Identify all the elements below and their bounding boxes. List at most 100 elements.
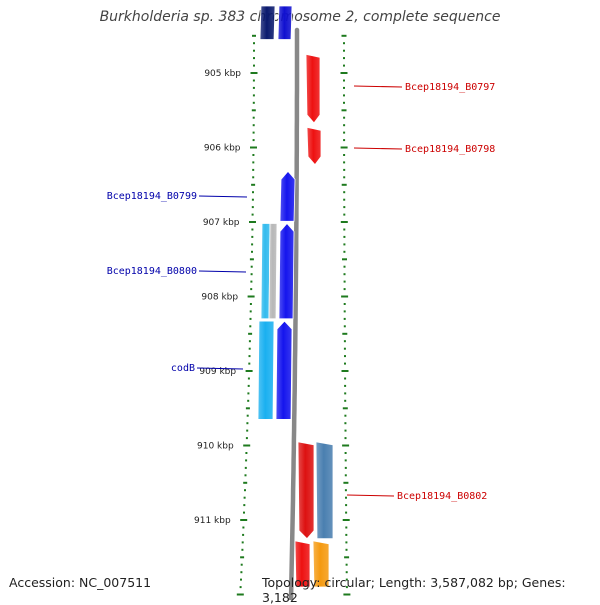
ruler-tick-left	[249, 221, 256, 223]
ruler-tick-left	[252, 139, 255, 142]
gene-label-b0802[interactable]: Bcep18194_B0802	[397, 491, 487, 502]
gene-top-b[interactable]	[277, 5, 293, 40]
ruler-tick-right	[344, 422, 347, 425]
gene-bot-red[interactable]	[294, 540, 311, 588]
ruler-tick-right	[344, 414, 347, 417]
ruler-tick-label: 906 kbp	[204, 144, 241, 154]
ruler-tick-left	[251, 250, 253, 253]
gene-b0800[interactable]	[278, 222, 295, 320]
gene-codb[interactable]	[275, 320, 293, 420]
gene-label-leader	[353, 85, 403, 88]
ruler-tick-right	[345, 578, 348, 581]
ruler-tick-right	[345, 571, 348, 574]
ruler-tick-left	[240, 571, 243, 574]
ruler-tick-left	[252, 191, 254, 194]
ruler-tick-right	[344, 392, 347, 395]
gene-label-b0797[interactable]: Bcep18194_B0797	[405, 82, 495, 93]
ruler-tick-right	[341, 295, 349, 298]
gene-bot-orange[interactable]	[312, 540, 330, 588]
ruler-tick-right	[343, 243, 346, 246]
ruler-tick-left	[247, 377, 250, 380]
gene-b0799[interactable]	[279, 170, 296, 222]
ruler-tick-label: 905 kbp	[204, 69, 241, 79]
ruler-tick-right	[343, 325, 346, 328]
ruler-tick-right	[340, 72, 348, 74]
gene-label-b0798[interactable]: Bcep18194_B0798	[405, 144, 495, 155]
ruler-tick-left	[241, 548, 244, 551]
map-title: Burkholderia sp. 383 chromosome 2, compl…	[99, 9, 501, 25]
ruler-tick-right	[343, 317, 346, 320]
ruler-tick-right	[341, 183, 347, 186]
ruler-tick-left	[236, 593, 244, 596]
gene-label-b0799[interactable]: Bcep18194_B0799	[107, 191, 197, 202]
ruler-tick-left	[247, 399, 250, 402]
ruler-tick-left	[251, 206, 254, 209]
gene-top-a[interactable]	[259, 5, 276, 40]
ruler-tick-left	[242, 533, 245, 536]
ruler-tick-right	[345, 563, 348, 566]
gene-label-b0800[interactable]: Bcep18194_B0800	[107, 266, 197, 277]
ruler-tick-left	[252, 116, 255, 119]
ruler-tick-left	[247, 392, 250, 395]
ruler-tick-left	[246, 414, 249, 417]
ruler-tick-right	[344, 384, 347, 387]
gene-b0800-lb[interactable]	[260, 223, 271, 320]
ruler-tick-right	[345, 511, 348, 514]
ruler-tick-right	[344, 355, 346, 358]
ruler-tick-right	[343, 94, 345, 97]
ruler-tick-left	[248, 355, 251, 358]
gene-label-codb[interactable]: codB	[171, 363, 195, 374]
ruler-tick-left	[248, 340, 251, 343]
ruler-tick-left	[245, 370, 253, 372]
ruler-tick-left	[245, 452, 248, 454]
gene-b0797[interactable]	[305, 53, 321, 124]
ruler-tick-left	[243, 504, 246, 507]
ruler-tick-right	[343, 57, 345, 60]
ruler-tick-right	[343, 347, 346, 350]
ruler-tick-right	[345, 496, 347, 499]
gene-label-leader	[198, 195, 248, 198]
ruler-tick-left	[252, 124, 255, 127]
gene-label-leader	[198, 270, 247, 273]
gene-b0801[interactable]	[297, 441, 315, 540]
gene-codb-lb[interactable]	[257, 320, 275, 420]
ruler-tick-left	[246, 422, 249, 425]
ruler-tick-left	[243, 511, 245, 514]
gene-b0802[interactable]	[315, 441, 334, 539]
ruler-labels: 905 kbp 906 kbp 907 kbp 908 kbp 909 kbp 910 k…	[194, 69, 241, 526]
ruler-tick-left	[252, 161, 255, 164]
ruler-tick-right	[340, 146, 348, 149]
ruler-tick-right	[343, 42, 345, 45]
ruler-tick-right	[343, 481, 349, 484]
ruler-tick-left	[240, 519, 248, 521]
ruler-tick-right	[341, 370, 349, 372]
ruler-tick-left	[253, 42, 255, 45]
ruler-tick-right	[344, 429, 347, 432]
gene-labels[interactable]: Bcep18194_B0797 Bcep18194_B0798 Bcep18194_…	[107, 82, 496, 502]
ruler-tick-right	[342, 444, 350, 447]
ruler-tick-left	[253, 57, 255, 60]
ruler-tick-left	[249, 258, 254, 261]
gene-b0800-gray[interactable]	[268, 223, 278, 320]
ruler-tick-label: 909 kbp	[199, 367, 236, 377]
ruler-tick-left	[240, 563, 243, 566]
ruler-tick-left	[252, 101, 255, 104]
gene-b0798[interactable]	[306, 126, 322, 166]
ruler-tick-left	[248, 332, 253, 335]
ruler-tick-right	[343, 101, 345, 104]
ruler-tick-right	[343, 161, 346, 164]
ruler-tick-label: 910 kbp	[197, 442, 234, 452]
ruler-tick-right	[343, 124, 346, 127]
ruler-tick-left	[251, 198, 254, 201]
ruler-tick-right	[340, 221, 348, 223]
ruler-tick-left	[248, 362, 251, 365]
ruler-tick-left	[243, 481, 248, 484]
ruler-tick-right	[342, 332, 348, 335]
ruler-tick-left	[244, 466, 247, 469]
ruler-tick-left	[252, 94, 255, 97]
ruler-tick-right	[343, 593, 351, 596]
ruler-tick-right	[343, 139, 346, 142]
ruler-tick-left	[245, 437, 248, 440]
ruler-tick-left	[252, 168, 255, 171]
